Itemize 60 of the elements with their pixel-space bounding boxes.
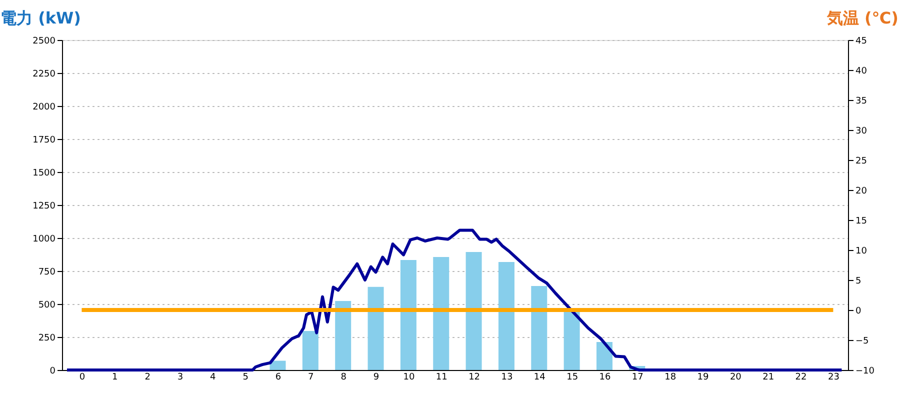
bar: [368, 286, 384, 370]
bar: [498, 262, 514, 370]
y2-axis-title: 気温 (℃): [826, 8, 898, 28]
x-tick-label: 18: [664, 372, 676, 382]
x-tick-label: 0: [79, 372, 86, 382]
y2-tick-label: 25: [856, 156, 867, 166]
x-tick-label: 19: [697, 372, 710, 382]
bar: [335, 300, 352, 370]
y2-tick-label: 15: [856, 216, 867, 226]
x-tick-label: 1: [112, 372, 118, 382]
x-tick-label: 10: [403, 372, 415, 382]
bar: [564, 312, 580, 370]
y-tick-label: 750: [38, 268, 56, 278]
bar: [270, 360, 286, 370]
x-tick-label: 17: [632, 372, 644, 382]
y-tick-label: 2500: [32, 36, 56, 46]
y2-tick-label: 45: [856, 36, 867, 46]
x-tick-label: 20: [730, 372, 742, 382]
y-tick-label: 2000: [32, 102, 56, 112]
x-tick-label: 3: [177, 372, 184, 382]
x-tick-label: 13: [501, 372, 513, 382]
y-tick-label: 1000: [32, 234, 56, 244]
y2-tick-label: 10: [856, 246, 868, 256]
bar: [531, 286, 548, 370]
x-tick-label: 15: [566, 372, 578, 382]
y2-tick-label: 40: [856, 66, 868, 76]
line-series: [66, 228, 844, 372]
x-tick-label: 7: [308, 372, 314, 382]
x-tick-label: 4: [210, 372, 216, 382]
y2-tick-label: 0: [856, 306, 862, 316]
y-tick-label: 2250: [32, 70, 56, 80]
y2-tick-label: −5: [856, 336, 869, 346]
y2-tick-label: 5: [856, 276, 862, 286]
y2-tick-label: 20: [856, 186, 868, 196]
x-tick-label: 21: [762, 372, 774, 382]
y-tick-label: 1250: [32, 202, 56, 212]
bar: [466, 252, 482, 370]
bar: [433, 257, 450, 370]
x-tick-label: 2: [144, 372, 150, 382]
bar: [400, 260, 416, 370]
bar: [302, 331, 318, 370]
x-tick-label: 8: [340, 372, 347, 382]
x-tick-label: 9: [373, 372, 380, 382]
x-tick-label: 14: [534, 372, 546, 382]
y-axis-title: 電力 (kW): [0, 8, 81, 28]
x-tick-label: 22: [795, 372, 807, 382]
y-tick-label: 500: [38, 300, 56, 310]
y2-tick-label: 30: [856, 126, 868, 136]
x-tick-label: 5: [242, 372, 248, 382]
x-tick-label: 11: [436, 372, 448, 382]
y-tick-label: 1500: [32, 168, 56, 178]
x-tick-label: 12: [468, 372, 480, 382]
y2-tick-label: −10: [856, 366, 875, 376]
bar: [596, 342, 612, 370]
x-tick-label: 23: [828, 372, 840, 382]
y2-tick-label: 35: [856, 96, 867, 106]
x-tick-label: 6: [275, 372, 282, 382]
y-tick-label: 1750: [32, 136, 56, 146]
x-tick-label: 16: [599, 372, 611, 382]
y-tick-label: 250: [38, 334, 56, 344]
